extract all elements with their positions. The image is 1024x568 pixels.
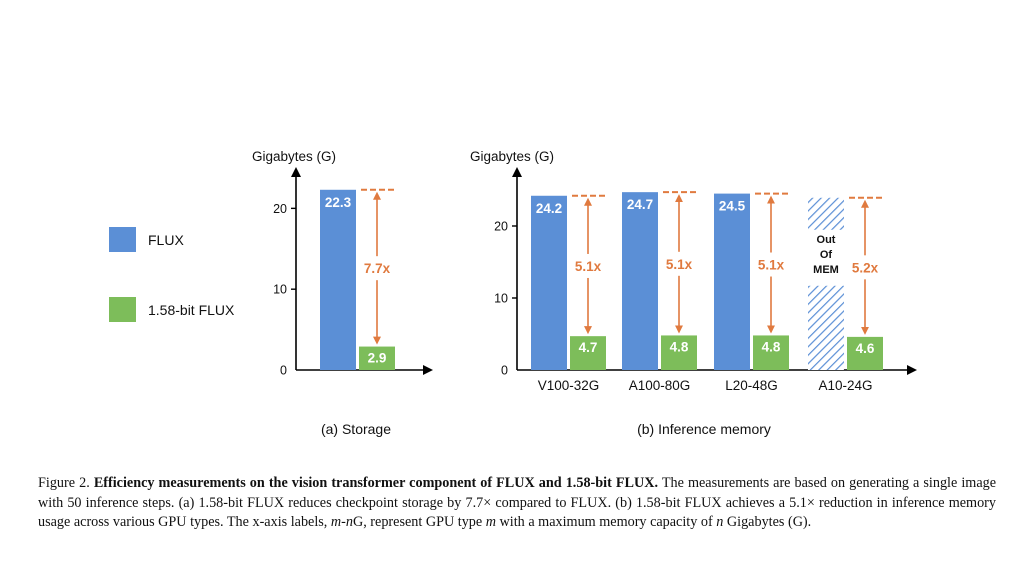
caption-text-1: The measurements are based on generating… [38,475,997,530]
ratio-label-bg [753,254,789,275]
bar-flux-158 [359,346,395,370]
x-tick-label: L20-48G [725,378,778,393]
bar-flux [531,195,567,370]
legend-label-flux: FLUX [148,232,184,248]
bar-flux [320,189,356,370]
oom-label-bg [808,229,844,286]
bar-label-flux-158: 4.8 [762,339,781,354]
ratio-label: 5.2x [852,260,879,275]
bar-flux-158 [570,336,606,370]
bar-flux-158 [847,336,883,370]
x-tick-label: A100-80G [629,378,691,393]
caption-figure-label: Figure 2. [38,475,90,491]
bar-label-flux: 22.3 [325,195,352,210]
panel-label: (a) Storage [321,421,391,437]
caption-title: Efficiency measurements on the vision tr… [93,475,659,491]
bar-label-flux: 24.2 [536,201,562,216]
ratio-label-bg [570,255,606,276]
caption-var-n: n [345,514,353,530]
caption-var-m: m [330,514,342,530]
caption-var-m-2: m [485,514,496,530]
chart-panel-inference-memory: Gigabytes (G) 0 10 20 24.2 4.7 5.1x V100-32G 24.… [470,149,917,437]
x-tick-label: A10-24G [818,378,872,393]
caption-text-4: Gigabytes (G). [726,514,812,530]
chart-panel-storage: Gigabytes (G) 0 10 20 22.3 2.9 7.7x (a) Storage [252,149,433,437]
legend: FLUX 1.58-bit FLUX [109,227,235,322]
y-axis-label: Gigabytes (G) [470,149,554,164]
bar-flux-158 [661,335,697,370]
ratio-label: 5.1x [666,257,693,272]
bar-label-flux: 24.5 [719,199,746,214]
y-tick-label: 10 [494,292,508,306]
legend-label-flux-158: 1.58-bit FLUX [148,302,235,318]
legend-swatch-flux [109,227,136,252]
y-tick-label: 10 [273,283,287,297]
caption-text-2: G, represent GPU type [352,514,483,530]
panel-label: (b) Inference memory [637,421,771,437]
y-tick-label: 20 [494,220,508,234]
bar-flux [714,193,750,370]
y-tick-label: 0 [501,364,508,378]
caption-text-3: with a maximum memory capacity of [499,514,713,530]
bar-label-flux: 24.7 [627,197,653,212]
ratio-label-bg [847,257,883,278]
y-tick-label: 20 [273,202,287,216]
ratio-label: 7.7x [364,261,391,276]
ratio-label: 5.1x [758,258,785,273]
caption-dash: - [341,514,346,530]
x-tick-label: V100-32G [538,378,600,393]
bar-label-flux-158: 4.6 [856,341,875,356]
ratio-label: 5.1x [575,259,602,274]
bar-label-flux-158: 4.8 [670,339,689,354]
y-tick-label: 0 [280,364,287,378]
legend-swatch-flux-158 [109,297,136,322]
ratio-label-bg [359,258,395,279]
caption-var-n-2: n [716,514,724,530]
oom-label: MEM [813,264,839,276]
y-axis-label: Gigabytes (G) [252,149,336,164]
figure-caption: Figure 2. Efficiency measurements on the… [38,474,996,533]
bar-label-flux-158: 2.9 [368,351,387,366]
oom-label: Of [820,249,833,261]
ratio-label-bg [661,253,697,274]
bar-flux [622,192,658,370]
bar-label-flux-158: 4.7 [579,340,598,355]
bar-flux-158 [753,335,789,370]
oom-label: Out [817,234,836,246]
